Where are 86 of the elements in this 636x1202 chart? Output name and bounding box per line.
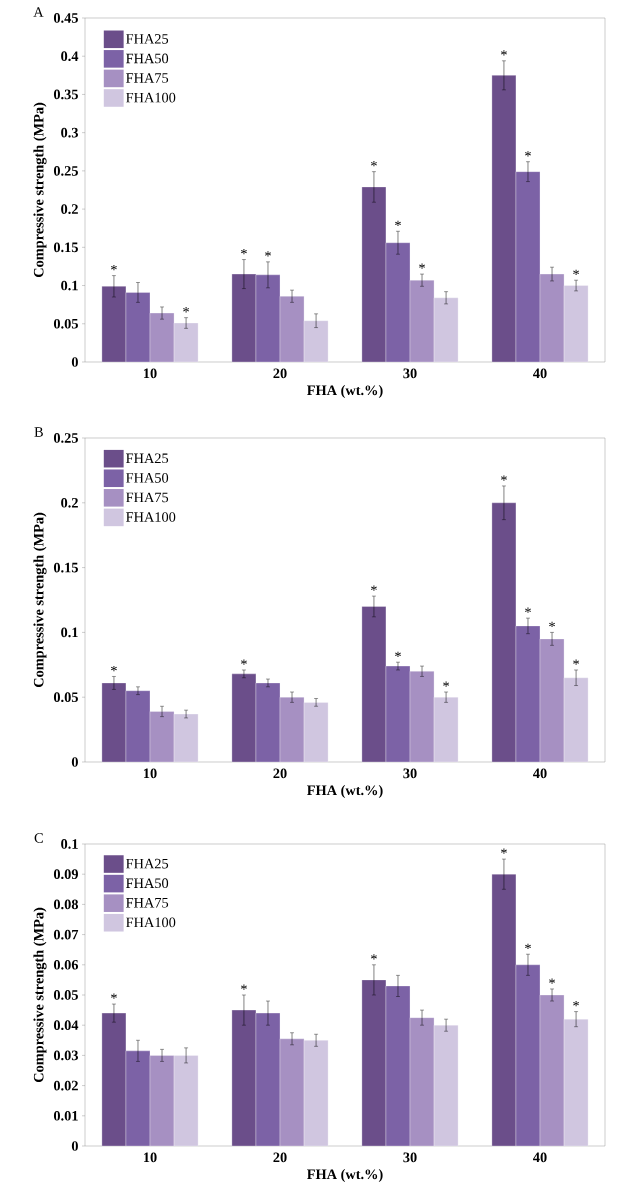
- y-tick-label: 0.2: [61, 204, 78, 214]
- data-label: *: [183, 307, 189, 313]
- data-label: *: [395, 220, 401, 226]
- legend-label: FHA100: [126, 917, 176, 928]
- data-label: *: [525, 607, 531, 613]
- data-label: *: [419, 263, 425, 269]
- y-tick-label: 0.05: [53, 692, 78, 703]
- x-tick-label: 40: [533, 1152, 547, 1163]
- legend-label: FHA25: [126, 34, 169, 44]
- x-tick-label: 30: [403, 1152, 417, 1163]
- data-label: *: [241, 659, 247, 665]
- data-label: *: [241, 984, 247, 990]
- y-axis-title: Compressive strength (MPa): [33, 907, 47, 1083]
- x-tick-label: 10: [143, 768, 157, 779]
- data-label: *: [549, 621, 555, 628]
- y-tick-label: 0.05: [53, 318, 78, 329]
- y-tick-label: 0.05: [53, 990, 78, 1000]
- data-label: *: [525, 943, 531, 949]
- chart-title: B: [34, 427, 43, 437]
- legend-label: FHA50: [126, 473, 169, 483]
- data-label: *: [549, 978, 555, 984]
- data-label: *: [501, 475, 507, 481]
- y-tick-label: 0.06: [53, 959, 79, 970]
- legend-label: FHA100: [126, 512, 176, 522]
- y-tick-label: 0.25: [53, 433, 78, 443]
- data-label: *: [501, 50, 507, 56]
- x-axis-title: FHA (wt.%): [307, 785, 383, 799]
- y-tick-label: 0.07: [53, 929, 79, 940]
- data-label: *: [265, 251, 271, 257]
- data-label: *: [111, 665, 117, 672]
- y-tick-label: 0: [71, 757, 78, 767]
- y-tick-label: 0.1: [61, 627, 78, 638]
- y-tick-label: 0.1: [61, 839, 78, 849]
- y-tick-label: 0.15: [53, 242, 78, 253]
- x-tick-label: 20: [273, 768, 287, 779]
- legend-label: FHA75: [126, 73, 169, 83]
- data-label: *: [371, 161, 377, 167]
- y-axis-title: Compressive strength (MPa): [33, 102, 47, 278]
- data-label: *: [501, 848, 507, 854]
- legend-label: FHA25: [126, 453, 169, 464]
- y-tick-label: 0.45: [53, 13, 78, 23]
- y-tick-label: 0.09: [53, 869, 78, 880]
- chart-title: A: [33, 7, 44, 17]
- data-label: *: [111, 265, 117, 271]
- data-label: *: [111, 993, 117, 999]
- data-label: *: [395, 651, 401, 657]
- legend-label: FHA75: [126, 492, 169, 503]
- x-axis-title: FHA (wt.%): [307, 1169, 383, 1183]
- x-axis-title: FHA (wt.%): [307, 385, 383, 399]
- x-tick-label: 40: [533, 768, 547, 779]
- data-label: *: [573, 1001, 579, 1007]
- data-label: *: [573, 269, 579, 275]
- y-tick-label: 0: [71, 1141, 78, 1151]
- y-tick-label: 0.03: [53, 1050, 79, 1061]
- x-tick-label: 10: [143, 368, 157, 379]
- y-tick-label: 0.25: [53, 166, 78, 176]
- data-label: *: [371, 585, 377, 591]
- legend-label: FHA25: [126, 858, 169, 869]
- y-tick-label: 0.3: [61, 127, 79, 138]
- y-tick-label: 0.2: [61, 497, 78, 508]
- x-tick-label: 40: [533, 368, 547, 379]
- data-label: *: [573, 659, 579, 665]
- y-axis-title: Compressive strength (MPa): [33, 512, 47, 688]
- data-label: *: [241, 249, 247, 255]
- legend-label: FHA100: [126, 92, 176, 103]
- legend-label: FHA50: [126, 878, 169, 889]
- x-tick-label: 30: [403, 768, 417, 779]
- x-tick-label: 10: [143, 1152, 157, 1163]
- y-tick-label: 0.02: [53, 1080, 78, 1091]
- x-tick-label: 20: [273, 1152, 287, 1163]
- y-tick-label: 0.08: [53, 899, 79, 910]
- y-tick-label: 0.1: [61, 280, 78, 291]
- y-tick-label: 0.01: [53, 1110, 78, 1121]
- legend-label: FHA50: [126, 53, 169, 64]
- y-tick-label: 0.35: [53, 89, 78, 100]
- y-tick-label: 0: [71, 357, 78, 367]
- y-tick-label: 0.15: [53, 562, 78, 573]
- x-tick-label: 20: [273, 368, 287, 379]
- data-label: *: [443, 681, 449, 687]
- legend-label: FHA75: [126, 897, 169, 908]
- data-label: *: [525, 151, 531, 157]
- y-tick-label: 0.04: [53, 1020, 79, 1031]
- x-tick-label: 30: [403, 368, 417, 379]
- y-tick-label: 0.4: [61, 51, 79, 62]
- chart-title: C: [34, 833, 43, 843]
- data-label: *: [371, 954, 377, 960]
